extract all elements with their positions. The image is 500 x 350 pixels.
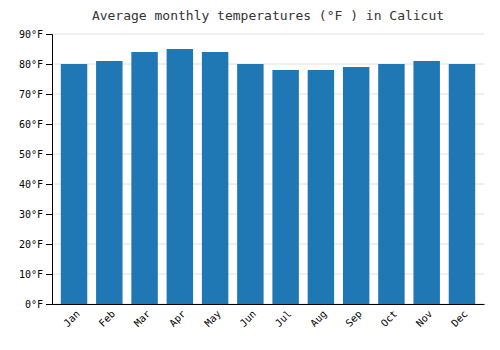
y-tick-label: 80°F [19,59,43,70]
y-tick-label: 20°F [19,239,43,250]
x-tick-label: Mar [132,308,153,329]
x-tick: Aug [308,308,329,329]
y-tick-mark [46,214,52,215]
bar [378,64,404,304]
bar [61,64,87,304]
bars [61,49,475,304]
y-tick-mark [46,64,52,65]
x-tick: Sep [343,308,364,329]
x-tick: Oct [379,308,400,329]
x-tick: Mar [132,308,153,329]
grid-line [52,34,484,35]
x-tick-label: Dec [449,308,470,329]
x-tick-label: Oct [379,308,400,329]
x-tick: May [202,308,223,329]
y-tick-mark [46,34,52,35]
y-tick-label: 40°F [19,179,43,190]
x-tick-label: Aug [308,308,329,329]
y-tick: 60°F [19,119,52,130]
y-tick-label: 30°F [19,209,43,220]
bar [449,64,475,304]
bar [237,64,263,304]
plot-area: 0°F 10°F 20°F 30°F 40°F 50°F 60°F 70°F 80°F 90°F J… [19,29,485,329]
y-tick-label: 10°F [19,269,43,280]
bar [308,70,334,304]
x-axis-line [53,304,485,305]
bar [131,52,157,304]
x-tick-label: Nov [414,308,435,329]
y-tick-mark [46,94,52,95]
bar [96,61,122,304]
y-tick-label: 50°F [19,149,43,160]
y-tick: 40°F [19,179,52,190]
y-tick: 80°F [19,59,52,70]
chart: 0°F 10°F 20°F 30°F 40°F 50°F 60°F 70°F 80°F 90°F J… [0,0,500,350]
y-axis-line [46,35,53,305]
bar [343,67,369,304]
x-tick: Apr [167,308,188,329]
x-tick: Feb [97,308,118,329]
y-tick: 90°F [19,29,52,40]
y-tick: 10°F [19,269,52,280]
y-tick: 30°F [19,209,52,220]
y-tick-mark [46,244,52,245]
y-tick-label: 0°F [25,299,43,310]
x-tick-label: Feb [97,308,118,329]
y-tick-mark [46,154,52,155]
x-tick-label: Sep [343,308,364,329]
y-tick-label: 90°F [19,29,43,40]
x-tick: Jul [273,308,294,329]
x-tick-label: Jul [273,308,294,329]
bar [413,61,439,304]
title: Average monthly temperatures (°F ) in Ca… [92,8,444,23]
x-axis: Jan Feb Mar Apr May Jun Jul Aug Sep Oct Nov Dec [53,305,485,329]
x-tick-label: Jun [238,308,259,329]
y-tick-label: 60°F [19,119,43,130]
x-tick-label: Apr [167,308,188,329]
y-axis: 0°F 10°F 20°F 30°F 40°F 50°F 60°F 70°F 80°F 90°F [19,29,53,310]
x-tick: Dec [449,308,470,329]
x-tick: Jun [238,308,259,329]
y-tick-mark [46,274,52,275]
grid [52,34,484,304]
y-tick: 0°F [25,299,52,310]
x-tick-label: May [202,308,223,329]
bar [167,49,193,304]
y-tick-mark [46,184,52,185]
y-tick: 70°F [19,89,52,100]
y-tick-label: 70°F [19,89,43,100]
y-tick-mark [46,124,52,125]
x-tick-label: Jan [61,308,82,329]
x-tick: Jan [61,308,82,329]
y-tick: 50°F [19,149,52,160]
bar [202,52,228,304]
x-tick: Nov [414,308,435,329]
y-tick-mark [46,304,52,305]
bar [272,70,298,304]
y-tick: 20°F [19,239,52,250]
